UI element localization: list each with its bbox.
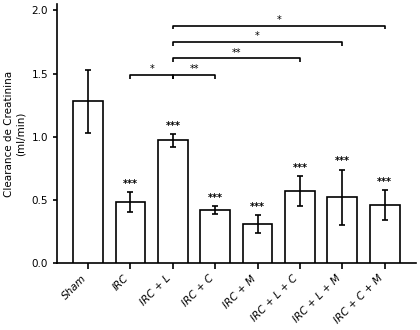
Text: ***: ***	[123, 179, 138, 189]
Bar	[73, 101, 103, 263]
Text: *: *	[276, 15, 281, 25]
Y-axis label: Clearance de Creatinina
(ml/min): Clearance de Creatinina (ml/min)	[4, 71, 26, 197]
Text: ***: ***	[377, 177, 392, 186]
Bar	[243, 224, 273, 263]
Bar	[116, 202, 145, 263]
Bar	[328, 197, 357, 263]
Text: **: **	[232, 48, 241, 58]
Text: *: *	[255, 31, 260, 41]
Bar	[200, 210, 230, 263]
Text: ***: ***	[335, 156, 350, 166]
Text: ***: ***	[292, 163, 307, 173]
Bar	[285, 191, 315, 263]
Text: ***: ***	[250, 202, 265, 212]
Text: *: *	[149, 64, 154, 74]
Text: **: **	[189, 64, 199, 74]
Text: ***: ***	[165, 121, 180, 131]
Bar	[158, 141, 188, 263]
Text: ***: ***	[208, 193, 223, 203]
Bar	[370, 205, 399, 263]
